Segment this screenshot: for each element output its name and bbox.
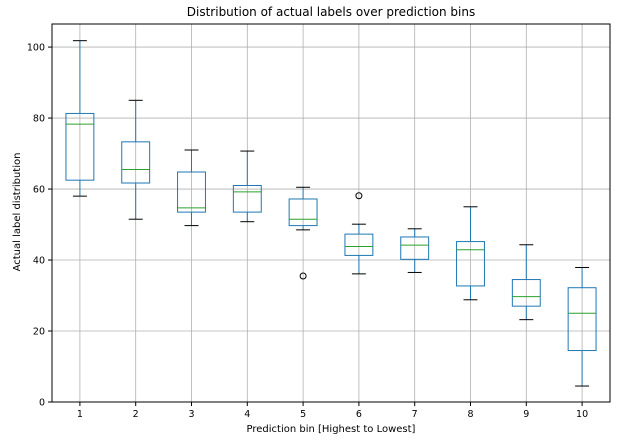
y-tick-label: 100 xyxy=(27,43,45,54)
box-iqr xyxy=(400,236,430,260)
box-1 xyxy=(65,40,95,197)
y-tick-label: 60 xyxy=(33,185,45,196)
box-iqr xyxy=(288,198,318,227)
box-iqr xyxy=(232,184,262,213)
box-8 xyxy=(456,206,485,301)
plot-frame xyxy=(51,23,611,403)
box-iqr xyxy=(456,241,485,287)
box-6 xyxy=(344,192,374,275)
x-tick-label: 5 xyxy=(300,409,306,420)
outlier-point xyxy=(299,272,307,280)
box-3 xyxy=(177,149,206,227)
box-iqr xyxy=(177,171,206,213)
box-5 xyxy=(288,186,318,280)
x-tick-label: 8 xyxy=(467,409,473,420)
box-9 xyxy=(511,244,541,321)
x-tick-label: 2 xyxy=(133,409,139,420)
x-tick-label: 7 xyxy=(412,409,418,420)
x-tick-label: 4 xyxy=(244,409,250,420)
box-7 xyxy=(400,228,430,273)
x-tick-label: 9 xyxy=(523,409,529,420)
box-2 xyxy=(121,99,151,220)
box-iqr xyxy=(121,141,151,184)
box-10 xyxy=(567,266,597,387)
box-iqr xyxy=(344,233,374,256)
y-tick-label: 40 xyxy=(33,256,45,267)
x-tick-label: 1 xyxy=(77,409,83,420)
outlier-point xyxy=(355,192,363,200)
x-tick-label: 10 xyxy=(576,409,588,420)
y-axis-label: Actual label distribution xyxy=(12,153,23,272)
x-tick-label: 3 xyxy=(188,409,194,420)
box-series xyxy=(65,40,597,387)
box-iqr xyxy=(65,112,95,181)
y-tick-label: 80 xyxy=(33,114,45,125)
x-tick-label: 6 xyxy=(356,409,362,420)
box-4 xyxy=(232,150,262,223)
box-iqr xyxy=(567,287,597,352)
x-axis-label: Prediction bin [Highest to Lowest] xyxy=(247,424,416,435)
box-iqr xyxy=(511,279,541,307)
chart-title: Distribution of actual labels over predi… xyxy=(187,5,475,19)
y-tick-label: 0 xyxy=(39,398,45,409)
y-tick-label: 20 xyxy=(33,327,45,338)
axes: 0 20 40 60 80 100 1 2 3 4 5 6 7 8 9 10 xyxy=(27,23,611,420)
